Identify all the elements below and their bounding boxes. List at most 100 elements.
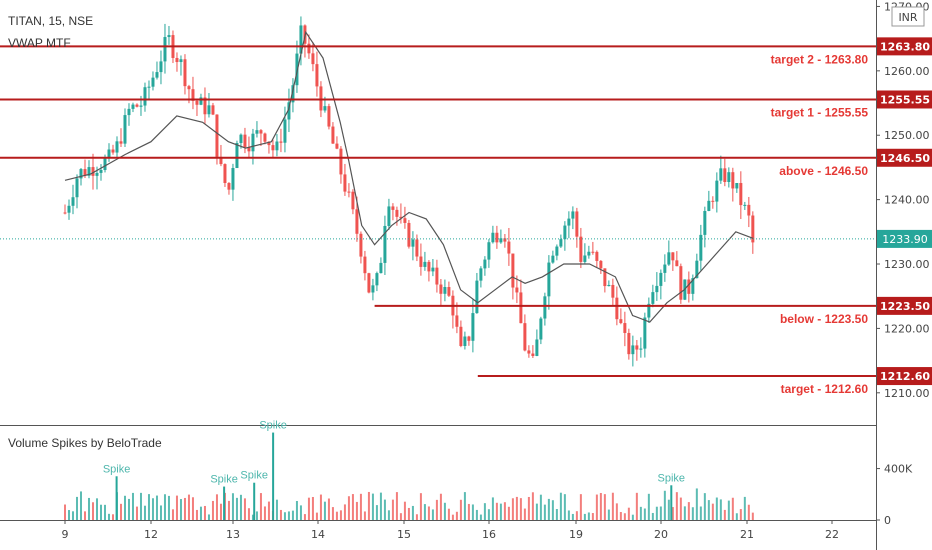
- candle-body: [631, 345, 634, 354]
- candle-body: [407, 223, 410, 247]
- volume-bar: [112, 514, 114, 520]
- candle: [339, 146, 342, 184]
- candle-body: [719, 168, 722, 180]
- volume-bar: [172, 509, 174, 520]
- volume-bar: [732, 498, 734, 520]
- volume-bar: [72, 511, 74, 520]
- candle-body: [211, 105, 214, 114]
- candle: [99, 164, 102, 181]
- level-2: above - 1246.501246.50: [0, 149, 932, 178]
- candle-body: [323, 106, 326, 110]
- candle-body: [535, 339, 538, 355]
- candle: [67, 200, 70, 220]
- candle-body: [119, 141, 122, 143]
- candle: [403, 207, 406, 229]
- volume-bar: [368, 492, 370, 520]
- volume-bar: [356, 502, 358, 520]
- time-tick-label: 19: [569, 528, 583, 541]
- candle-body: [275, 142, 278, 151]
- candle: [219, 145, 222, 166]
- time-tick-label: 15: [397, 528, 411, 541]
- volume-bar: [648, 494, 650, 520]
- candle: [379, 257, 382, 273]
- candle-body: [619, 319, 622, 323]
- candle: [667, 240, 670, 265]
- level-4: target - 1212.601212.60: [478, 367, 932, 396]
- candle-body: [555, 247, 558, 256]
- volume-bar: [728, 501, 730, 520]
- candle-body: [659, 273, 662, 286]
- level-0: target 2 - 1263.801263.80: [0, 37, 932, 66]
- candle-body: [739, 183, 742, 205]
- volume-bar: [124, 496, 126, 520]
- candle-body: [307, 44, 310, 54]
- spike-bar: [272, 433, 274, 520]
- candle: [535, 329, 538, 356]
- volume-bar: [400, 513, 402, 520]
- volume-bar: [340, 510, 342, 520]
- volume-bar: [160, 505, 162, 520]
- volume-bar: [744, 497, 746, 520]
- candle-body: [707, 201, 710, 211]
- volume-bar: [636, 493, 638, 520]
- volume-bar: [128, 499, 130, 520]
- volume-bar: [180, 499, 182, 520]
- candle: [479, 266, 482, 287]
- volume-bar: [680, 498, 682, 520]
- candle-body: [379, 263, 382, 273]
- volume-bar: [436, 500, 438, 520]
- volume-bar: [720, 499, 722, 520]
- candle: [471, 299, 474, 352]
- candle-body: [99, 170, 102, 173]
- candle: [715, 172, 718, 212]
- volume-bar: [468, 504, 470, 520]
- volume-bar: [572, 514, 574, 520]
- candle-body: [687, 279, 690, 293]
- volume-bar: [324, 502, 326, 520]
- candle-body: [135, 105, 138, 107]
- volume-bar: [656, 507, 658, 520]
- volume-bar: [476, 510, 478, 520]
- candle-body: [715, 181, 718, 202]
- candle-body: [227, 183, 230, 190]
- volume-bar: [668, 500, 670, 520]
- candle-body: [279, 142, 282, 143]
- candle: [547, 255, 550, 310]
- volume-bar: [532, 492, 534, 520]
- candle: [595, 250, 598, 267]
- volume-bar: [240, 495, 242, 520]
- time-tick-label: 13: [226, 528, 240, 541]
- volume-bar: [64, 505, 66, 520]
- volume-bar: [360, 494, 362, 520]
- candle-body: [179, 59, 182, 62]
- candle-body: [735, 183, 738, 188]
- candle: [363, 251, 366, 281]
- candle-body: [235, 143, 238, 168]
- candle-body: [335, 144, 338, 149]
- candle-body: [671, 252, 674, 260]
- volume-bar: [604, 494, 606, 520]
- candle: [527, 345, 530, 358]
- volume-bar: [228, 501, 230, 520]
- candle: [315, 52, 318, 97]
- symbol-title: TITAN, 15, NSE: [8, 10, 93, 32]
- candle: [243, 128, 246, 153]
- volume-bar: [156, 496, 158, 520]
- vwap-path: [65, 32, 753, 322]
- candle-body: [627, 333, 630, 354]
- volume-bar: [280, 510, 282, 520]
- candle-body: [435, 268, 438, 285]
- candle-body: [351, 192, 354, 210]
- volume-bar: [372, 494, 374, 520]
- candle-body: [231, 168, 234, 190]
- candle: [567, 211, 570, 238]
- candle: [343, 164, 346, 196]
- candle-body: [395, 210, 398, 217]
- candle-body: [367, 273, 370, 292]
- candle: [539, 317, 542, 344]
- volume-bar: [592, 513, 594, 520]
- volume-bar: [388, 510, 390, 520]
- candle-body: [259, 130, 262, 133]
- candle: [335, 136, 338, 149]
- candle: [107, 143, 110, 162]
